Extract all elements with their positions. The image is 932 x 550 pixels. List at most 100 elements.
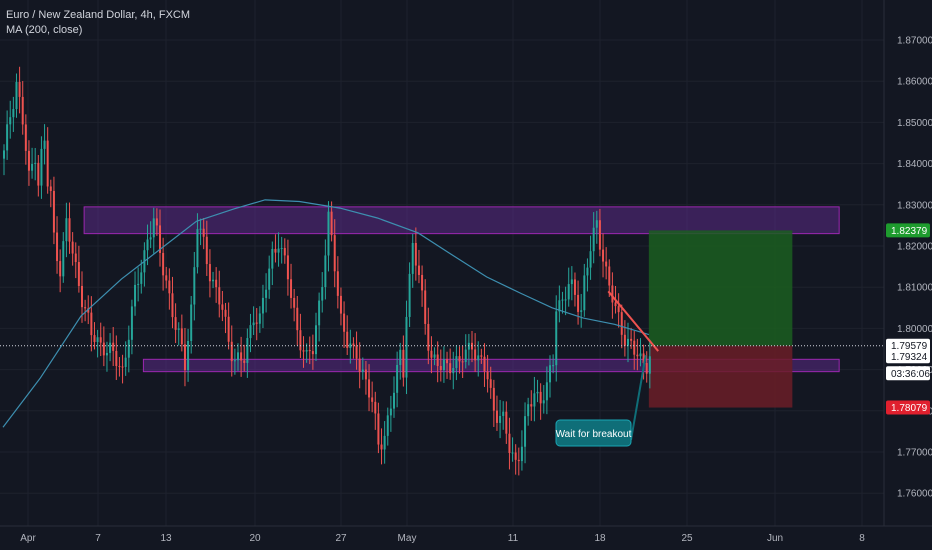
- candle: [492, 379, 495, 427]
- candle: [589, 235, 592, 280]
- price-tag-bg: [886, 223, 930, 238]
- candle-body: [43, 140, 46, 149]
- candle-body: [499, 415, 502, 423]
- candle: [486, 354, 489, 393]
- candle: [573, 272, 576, 307]
- price-tag: 1.79579: [886, 338, 930, 353]
- candle: [358, 342, 361, 389]
- time-tick-label: 18: [594, 533, 606, 544]
- candle: [368, 364, 371, 412]
- trendline[interactable]: [607, 290, 659, 352]
- time-tick-label: 27: [335, 533, 347, 544]
- candle: [271, 241, 274, 286]
- candle-body: [480, 355, 483, 357]
- ma-200-line: [2, 199, 650, 428]
- candle-body: [274, 248, 277, 253]
- candle: [386, 407, 389, 446]
- candle-body: [577, 294, 580, 312]
- candle-body: [277, 248, 280, 253]
- candle-body: [573, 279, 576, 295]
- candle: [393, 376, 395, 418]
- candle-body: [623, 334, 626, 346]
- candle-body: [364, 369, 367, 380]
- candle-body: [605, 261, 608, 267]
- candle-body: [495, 410, 498, 423]
- candle-body: [555, 311, 558, 366]
- candle-body: [246, 338, 249, 363]
- candle-body: [611, 285, 614, 303]
- candle-body: [642, 353, 645, 364]
- candle: [427, 307, 430, 365]
- candle-body: [477, 355, 480, 361]
- candle-body: [505, 411, 508, 434]
- candle-body: [474, 349, 477, 361]
- candle-body: [12, 109, 15, 118]
- sr-zones: [83, 206, 840, 373]
- time-tick-label: Apr: [20, 533, 36, 544]
- candle-body: [414, 242, 417, 266]
- candle: [552, 354, 555, 374]
- candle-body: [371, 397, 374, 402]
- candle-body: [358, 358, 361, 372]
- candle: [524, 402, 527, 464]
- time-axis[interactable]: [0, 526, 884, 550]
- candle-body: [96, 337, 99, 342]
- candle-body: [152, 218, 155, 238]
- candle: [495, 395, 498, 431]
- candle: [15, 73, 18, 118]
- candle: [299, 313, 302, 358]
- candle: [168, 268, 171, 310]
- candle: [265, 273, 268, 313]
- candle: [414, 227, 417, 281]
- candle: [421, 265, 424, 307]
- time-axis-ticks: Apr 7 13 20 27 May 11 18 25 Jun 8: [20, 533, 865, 544]
- price-axis[interactable]: [884, 0, 932, 526]
- candle: [171, 276, 174, 329]
- candle-body: [636, 354, 639, 357]
- candle-body: [492, 387, 495, 411]
- candle: [305, 343, 308, 363]
- candle-body: [524, 416, 527, 447]
- candle: [364, 360, 367, 395]
- candle-body: [439, 365, 442, 371]
- candle-body: [177, 328, 180, 330]
- candle-body: [536, 391, 539, 394]
- candle: [43, 124, 46, 165]
- candle-body: [321, 287, 324, 301]
- long-position-tool[interactable]: [648, 230, 793, 408]
- callout-text: Wait for breakout: [556, 429, 632, 440]
- price-tag-text: 1.82379: [891, 226, 928, 237]
- candle-body: [252, 322, 255, 326]
- candle-body: [109, 342, 112, 353]
- candle: [639, 338, 642, 367]
- candle: [446, 351, 449, 379]
- candle-body: [411, 242, 414, 274]
- candle: [433, 347, 436, 366]
- price-tag: 03:36:06: [886, 366, 930, 381]
- candle: [349, 329, 352, 364]
- candle-body: [162, 252, 165, 276]
- candle-body: [208, 264, 211, 282]
- candle-body: [62, 241, 65, 277]
- candle-body: [380, 444, 383, 450]
- candle-body: [511, 452, 514, 454]
- candle-body: [452, 367, 455, 374]
- time-tick-label: 25: [681, 533, 693, 544]
- candle-body: [115, 350, 118, 367]
- candle: [137, 267, 140, 302]
- candle-body: [533, 393, 536, 407]
- price-tick-label: 1.86000: [897, 77, 932, 88]
- candle-body: [514, 452, 517, 460]
- candle-body: [299, 330, 302, 351]
- price-tag-bg: [886, 338, 930, 353]
- candle: [159, 209, 161, 267]
- candlesticks: [3, 66, 651, 476]
- price-tick-label: 1.80000: [897, 324, 932, 335]
- candle: [530, 390, 533, 421]
- price-tick-label: 1.84000: [897, 159, 932, 170]
- candle: [514, 444, 517, 475]
- breakout-callout[interactable]: Wait for breakout: [555, 355, 647, 447]
- candle-body: [180, 328, 183, 345]
- candle: [52, 176, 55, 245]
